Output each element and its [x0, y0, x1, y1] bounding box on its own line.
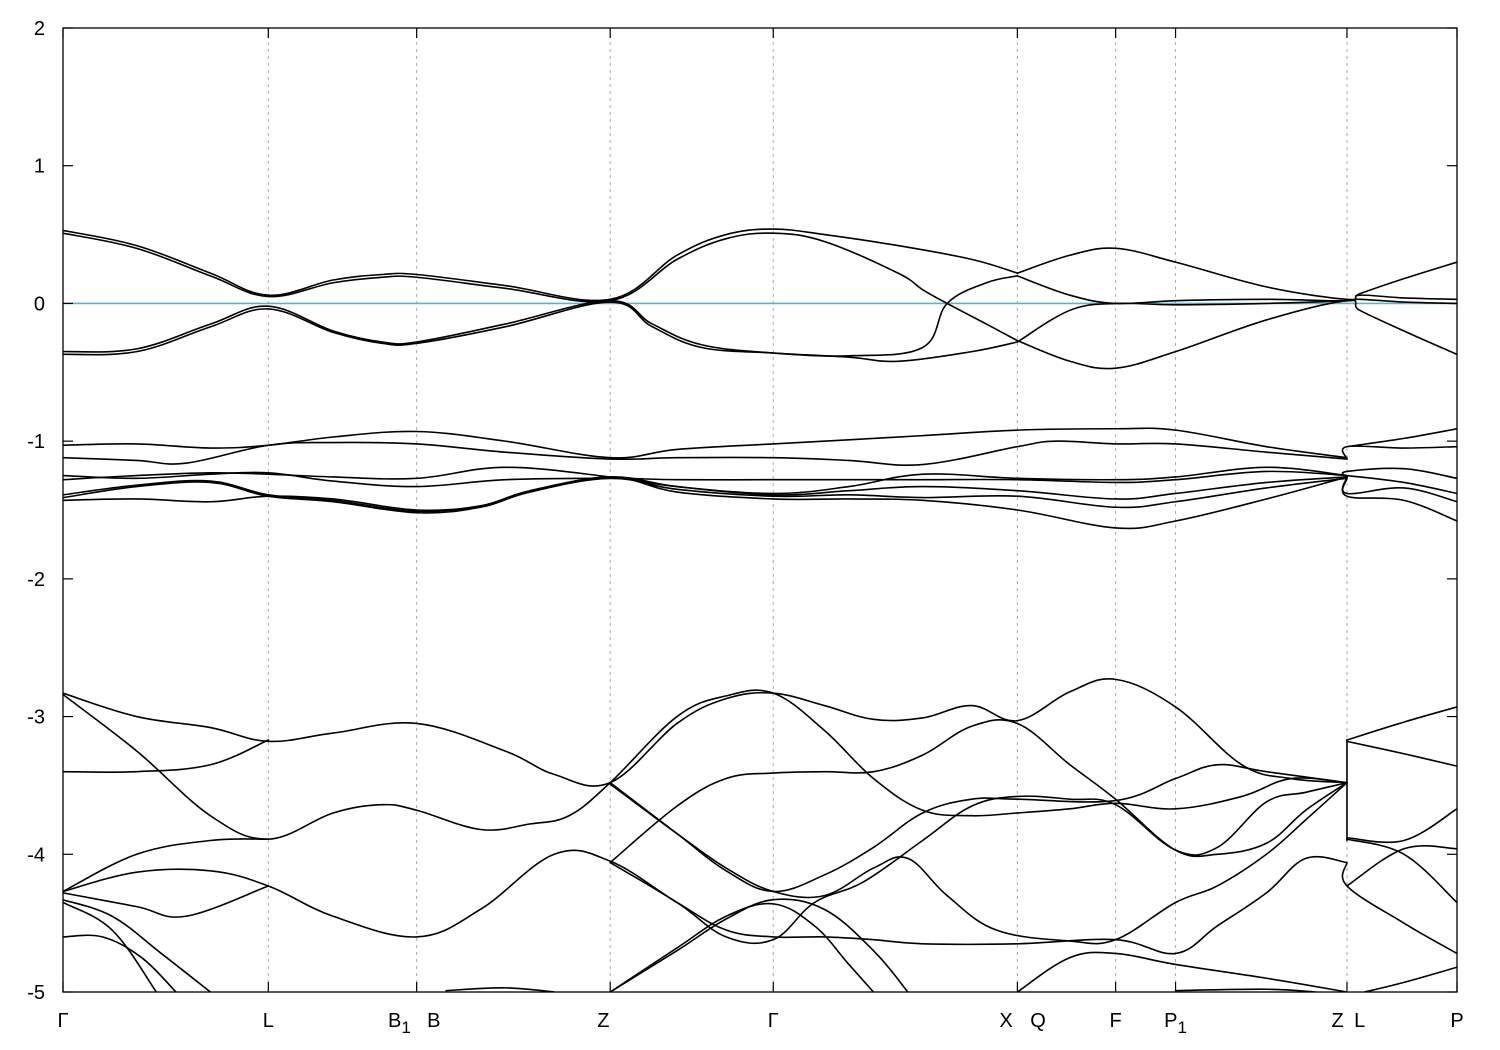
band-line-46 [1174, 988, 1317, 992]
band-line-41 [63, 901, 158, 992]
plot-frame [62, 27, 1458, 993]
band-line-45 [1016, 951, 1348, 992]
band-line-10 [63, 440, 1348, 466]
x-tick-label: Γ [768, 1010, 779, 1032]
band-line-22 [63, 678, 1348, 787]
band-line-15 [63, 476, 1348, 530]
band-line-21 [1341, 477, 1457, 522]
x-tick-label: B [427, 1010, 440, 1032]
band-line-11 [63, 470, 1348, 488]
band-line-7 [1016, 299, 1457, 370]
y-tick-label: -1 [27, 431, 45, 453]
y-tick-label: -4 [27, 844, 45, 866]
band-line-2 [63, 232, 1019, 342]
band-line-42 [609, 898, 909, 992]
y-tick-label: -2 [27, 569, 45, 591]
x-tick-label: F [1110, 1010, 1122, 1032]
band-line-39 [63, 898, 212, 992]
y-tick-label: -5 [27, 982, 45, 1004]
x-tick-label: Q [1030, 1010, 1046, 1032]
y-tick-label: -3 [27, 707, 45, 729]
y-tick-label: 1 [34, 156, 45, 178]
x-tick-label: L [263, 1010, 274, 1032]
band-line-35 [1346, 838, 1457, 904]
band-line-30 [609, 781, 1348, 945]
band-line-28 [609, 763, 1348, 893]
band-line-19 [1341, 474, 1457, 495]
band-line-5 [1016, 247, 1457, 301]
band-line-29 [609, 718, 1348, 864]
band-line-25 [63, 838, 270, 893]
band-line-4 [63, 301, 1019, 363]
band-line-36 [1346, 845, 1457, 887]
band-line-43 [609, 902, 875, 992]
band-line-6 [1016, 275, 1457, 305]
band-line-34 [1346, 808, 1457, 844]
band-line-33 [1346, 740, 1457, 767]
band-line-8 [1016, 298, 1457, 343]
band-line-23 [63, 689, 1348, 840]
x-tick-label: B1 [388, 1010, 411, 1037]
x-tick-label: L [1354, 1010, 1365, 1032]
band-line-40 [63, 934, 177, 992]
x-tick-label: P1 [1164, 1010, 1187, 1037]
y-tick-label: 0 [34, 293, 45, 315]
band-line-13 [63, 476, 1348, 513]
x-tick-label: Z [597, 1010, 609, 1032]
band-line-1 [63, 228, 1019, 302]
band-line-37 [1341, 861, 1457, 955]
band-line-31 [609, 781, 1348, 945]
band-line-17 [1341, 445, 1457, 460]
x-tick-label: P [1450, 1010, 1463, 1032]
band-line-27 [63, 885, 270, 918]
band-line-16 [1346, 427, 1457, 448]
band-line-32 [1346, 706, 1457, 741]
band-line-26 [63, 849, 1348, 955]
bands-group [63, 228, 1457, 992]
x-tick-label: X [999, 1010, 1012, 1032]
band-line-44 [445, 987, 555, 992]
band-line-3 [63, 275, 1019, 357]
x-tick-label: Z [1332, 1010, 1344, 1032]
band-line-24 [63, 739, 270, 774]
band-line-47 [1363, 966, 1457, 992]
y-tick-label: 2 [34, 18, 45, 40]
x-tick-label: Γ [57, 1010, 68, 1032]
